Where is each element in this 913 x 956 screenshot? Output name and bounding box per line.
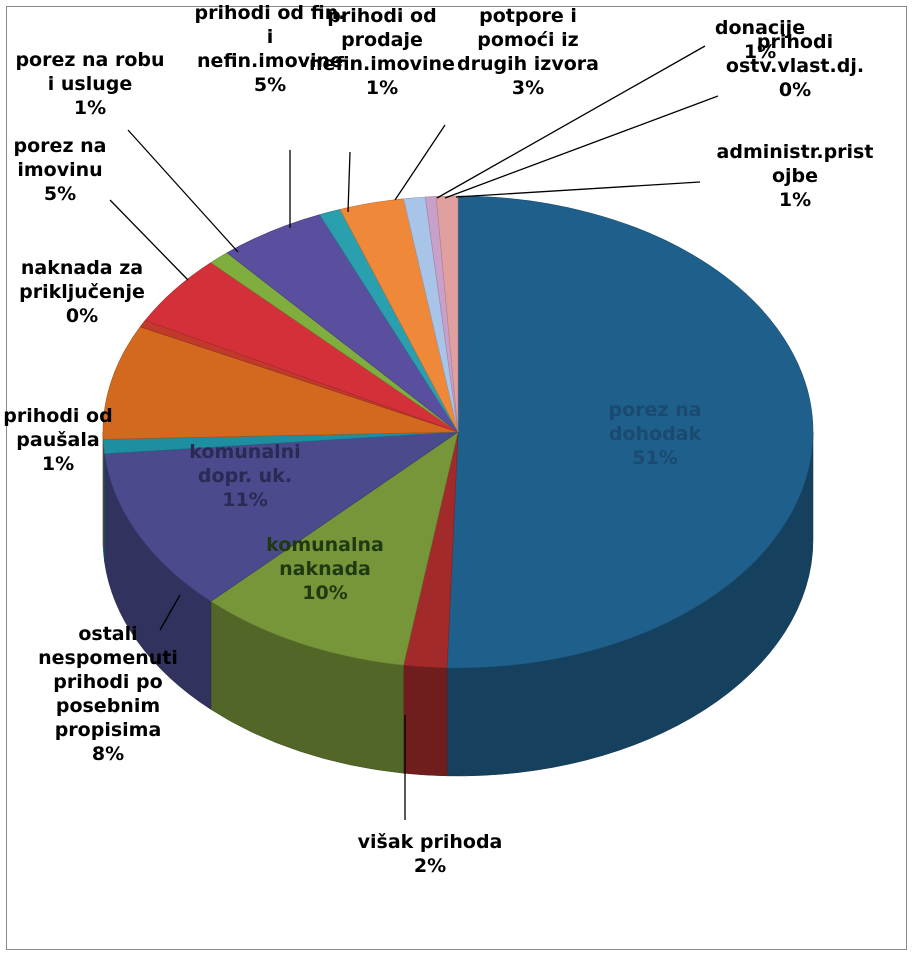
leader-line-5: [159, 594, 181, 631]
leader-line-14: [455, 181, 701, 198]
leader-line-11: [394, 124, 446, 201]
slice-label-3: komunalni dopr. uk. 11%: [189, 441, 300, 511]
slice-label-0: porez na dohodak 51%: [609, 399, 702, 469]
slice-label-1: višak prihoda 2%: [358, 831, 503, 877]
pie-side-1: [403, 664, 448, 777]
slice-label-10: prihodi od prodaje nefin.imovine 1%: [309, 5, 455, 99]
slice-label-6: naknada za priključenje 0%: [19, 257, 145, 327]
pie-slice-0: [446, 195, 814, 669]
leader-line-7: [109, 199, 189, 281]
slice-label-2: komunalna naknada 10%: [266, 534, 384, 604]
pie-slice-5: [102, 326, 459, 440]
slice-label-8: porez na robu i usluge 1%: [15, 49, 164, 119]
slice-labels: porez na dohodak 51% višak prihoda 2% komunal…: [3, 2, 873, 877]
leader-lines: [109, 45, 719, 820]
pie-slice-14: [435, 195, 459, 433]
slice-label-14: administr.prist ojbe 1%: [717, 141, 874, 211]
slice-label-9: prihodi od fin. i nefin.imovine 5%: [195, 2, 346, 96]
leader-line-12: [436, 45, 706, 199]
slice-label-5: ostali nespomenuti prihodi po posebnim propi…: [38, 623, 178, 765]
slice-label-11: potpore i pomoći iz drugih izvora 3%: [457, 5, 599, 99]
slice-label-13: prihodi ostv.vlast.dj. 0%: [726, 31, 864, 101]
pie-top: [102, 195, 814, 669]
leader-line-8: [127, 129, 239, 253]
leader-line-10: [347, 151, 351, 213]
leader-line-13: [444, 95, 719, 199]
slice-label-7: porez na imovinu 5%: [14, 135, 107, 205]
slice-label-12: donacije 1%: [715, 17, 805, 63]
slice-label-4: prihodi od paušala 1%: [3, 405, 112, 475]
pie-slice-2: [210, 431, 459, 666]
pie-slice-3: [104, 431, 460, 602]
